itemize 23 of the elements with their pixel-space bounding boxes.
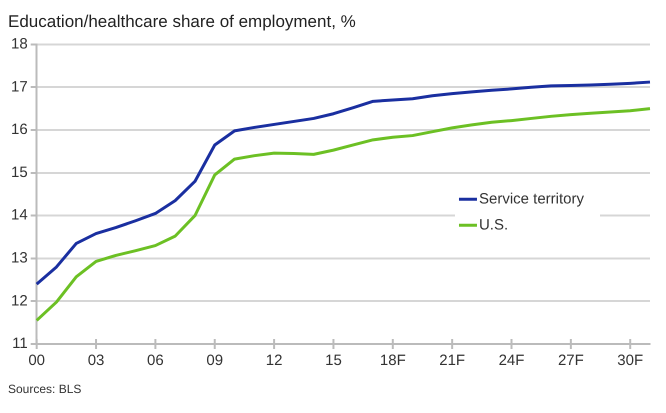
x-tick-label: 00: [28, 352, 46, 370]
x-tick-label: 24F: [498, 352, 524, 370]
x-tick-label: 30F: [617, 352, 644, 370]
x-tick-label: 15: [325, 352, 342, 370]
y-tick-label: 16: [10, 121, 28, 138]
source-note: Sources: BLS: [8, 382, 82, 396]
x-tick-label: 12: [266, 352, 282, 370]
x-tick-label: 06: [147, 352, 164, 370]
y-tick-label: 12: [10, 292, 28, 310]
x-tick-label: 27F: [558, 352, 584, 370]
y-tick-label: 15: [10, 164, 28, 181]
legend-label: U.S.: [478, 216, 508, 234]
y-tick-label: 17: [10, 78, 28, 96]
x-tick-label: 21F: [439, 352, 466, 370]
y-tick-label: 13: [10, 250, 28, 267]
y-tick-label: 18: [10, 36, 28, 53]
legend-label: Service territory: [478, 190, 584, 208]
chart-title: Education/healthcare share of employment, %: [8, 12, 356, 31]
x-tick-label: 09: [206, 352, 224, 370]
x-tick-label: 18F: [380, 352, 406, 370]
x-tick-label: 03: [88, 352, 104, 370]
y-tick-label: 11: [12, 335, 28, 352]
y-tick-label: 14: [10, 206, 28, 224]
